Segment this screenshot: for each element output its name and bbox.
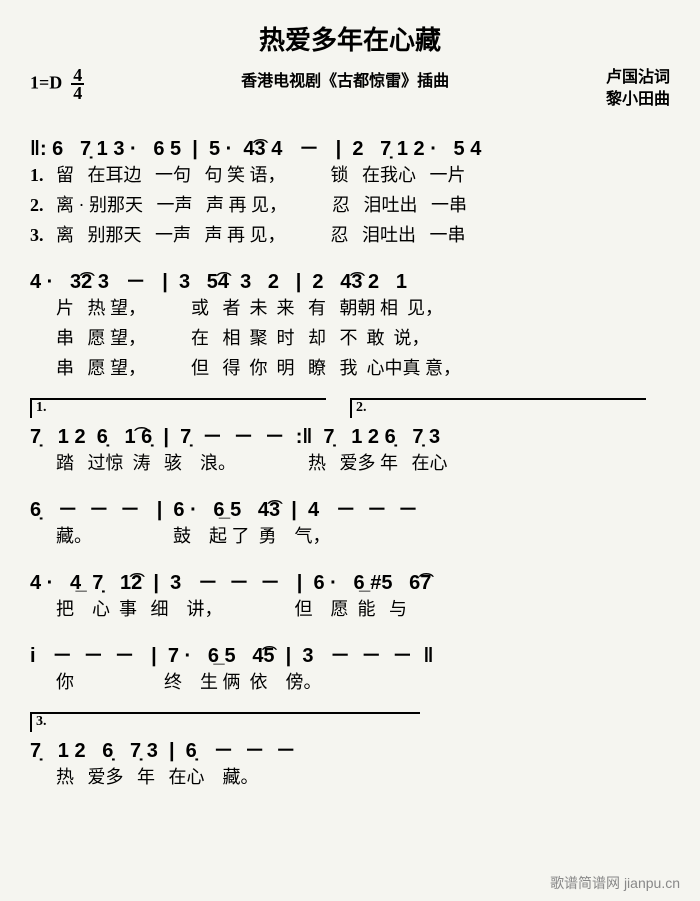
- notation-line: 7̣ 1 2 6̣ 7̣ 3 | 6̣ － － －: [30, 734, 670, 763]
- volta-bracket: 1.: [30, 398, 326, 418]
- lyric-line: 串 愿 望， 在 相 聚 时 却 不 敢 说，: [30, 324, 670, 350]
- lyric-text: 把 心 事 细 讲， 但 愿 能 与: [56, 595, 407, 621]
- verse-number: 2.: [30, 195, 56, 216]
- lyric-line: 3.离 别那天 一声 声 再 见， 忍 泪吐出 一串: [30, 221, 670, 247]
- lyric-text: 片 热 望， 或 者 未 来 有 朝朝 相 见，: [56, 294, 443, 320]
- lyric-line: 1.留 在耳边 一句 句 笑 语， 锁 在我心 一片: [30, 161, 670, 187]
- lyric-text: 留 在耳边 一句 句 笑 语， 锁 在我心 一片: [56, 161, 466, 187]
- lyric-text: 你 终 生 俩 依 傍。: [56, 668, 322, 694]
- lyric-line: 把 心 事 细 讲， 但 愿 能 与: [30, 595, 670, 621]
- music-block: 6̣ － － － | 6 · 6̲ 5 4͡3 | 4 － － －藏。 鼓 起 …: [30, 493, 670, 548]
- lyric-text: 热 爱多 年 在心 藏。: [56, 763, 259, 789]
- notation-line: i － － － | 7 · 6̲ 5 4͡5 | 3 － － － ‖: [30, 639, 670, 668]
- lyric-line: 藏。 鼓 起 了 勇 气，: [30, 522, 670, 548]
- notation-line: 6̣ － － － | 6 · 6̲ 5 4͡3 | 4 － － －: [30, 493, 670, 522]
- lyric-line: 踏 过惊 涛 骇 浪。 热 爱多 年 在心: [30, 449, 670, 475]
- key-signature: 1=D 44: [30, 67, 84, 101]
- lyric-text: 藏。 鼓 起 了 勇 气，: [56, 522, 331, 548]
- header-row: 1=D 44 香港电视剧《古都惊雷》插曲 卢国沾词 黎小田曲: [30, 67, 670, 112]
- composer: 黎小田曲: [606, 89, 670, 111]
- music-block: ‖: 6 7̣ 1 3 · 6 5 | 5 · 4͡3 4 － | 2 7̣ 1…: [30, 132, 670, 247]
- lyric-text: 串 愿 望， 在 相 聚 时 却 不 敢 说，: [56, 324, 430, 350]
- notation-line: 7̣ 1 2 6̣ 1͡ 6̣ | 7̣ － － － :‖ 7̣ 1 2 6̣ …: [30, 420, 670, 449]
- volta-row: 3.: [30, 712, 670, 732]
- notation-line: ‖: 6 7̣ 1 3 · 6 5 | 5 · 4͡3 4 － | 2 7̣ 1…: [30, 132, 670, 161]
- lyric-line: 串 愿 望， 但 得 你 明 瞭 我 心中真 意，: [30, 354, 670, 380]
- watermark: 歌谱简谱网 jianpu.cn: [550, 873, 680, 893]
- lyric-text: 离 · 别那天 一声 声 再 见， 忍 泪吐出 一串: [56, 191, 467, 217]
- volta-bracket: 3.: [30, 712, 420, 732]
- lyric-text: 串 愿 望， 但 得 你 明 瞭 我 心中真 意，: [56, 354, 461, 380]
- verse-number: 1.: [30, 165, 56, 186]
- volta-row: 1. 2.: [30, 398, 670, 418]
- music-block: 1. 2.7̣ 1 2 6̣ 1͡ 6̣ | 7̣ － － － :‖ 7̣ 1 2…: [30, 398, 670, 475]
- notation-line: 4 · 4̲ 7̣ 1͡2 | 3 － － － | 6 · 6̲ #5 6͡7: [30, 566, 670, 595]
- subtitle: 香港电视剧《古都惊雷》插曲: [241, 67, 449, 91]
- verse-number: 3.: [30, 225, 56, 246]
- lyricist: 卢国沾词: [606, 67, 670, 89]
- music-block: 4 · 3͡2 3 － | 3 5͡4 3 2 | 2 4͡3 2 1片 热 望…: [30, 265, 670, 380]
- lyric-line: 你 终 生 俩 依 傍。: [30, 668, 670, 694]
- volta-bracket: 2.: [350, 398, 646, 418]
- lyric-line: 片 热 望， 或 者 未 来 有 朝朝 相 见，: [30, 294, 670, 320]
- credits: 卢国沾词 黎小田曲: [606, 67, 670, 112]
- song-title: 热爱多年在心藏: [30, 20, 670, 57]
- lyric-text: 离 别那天 一声 声 再 见， 忍 泪吐出 一串: [56, 221, 466, 247]
- lyric-line: 2.离 · 别那天 一声 声 再 见， 忍 泪吐出 一串: [30, 191, 670, 217]
- music-block: i － － － | 7 · 6̲ 5 4͡5 | 3 － － － ‖你 终 生 …: [30, 639, 670, 694]
- notation-line: 4 · 3͡2 3 － | 3 5͡4 3 2 | 2 4͡3 2 1: [30, 265, 670, 294]
- music-block: 3.7̣ 1 2 6̣ 7̣ 3 | 6̣ － － －热 爱多 年 在心 藏。: [30, 712, 670, 789]
- music-block: 4 · 4̲ 7̣ 1͡2 | 3 － － － | 6 · 6̲ #5 6͡7把…: [30, 566, 670, 621]
- lyric-text: 踏 过惊 涛 骇 浪。 热 爱多 年 在心: [56, 449, 448, 475]
- lyric-line: 热 爱多 年 在心 藏。: [30, 763, 670, 789]
